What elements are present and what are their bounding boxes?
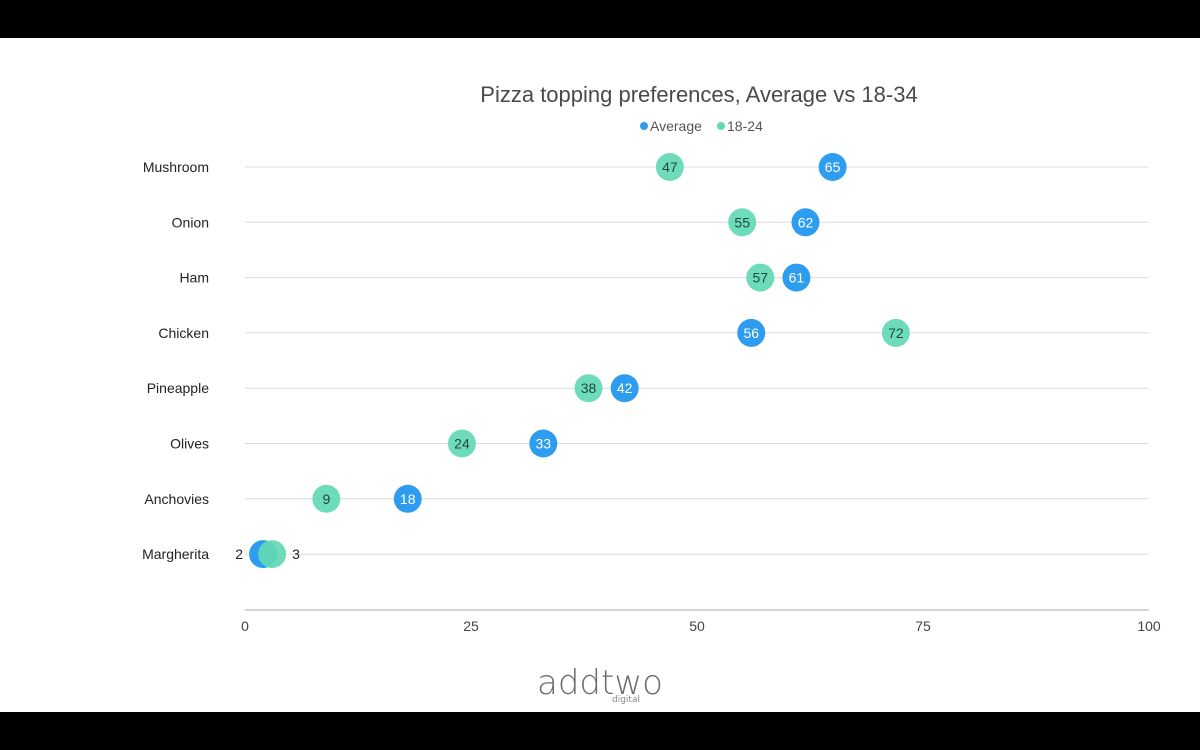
point-label-average-anchovies: 18 (400, 491, 416, 507)
chart-title: Pizza topping preferences, Average vs 18… (480, 82, 917, 107)
point-label-average-chicken: 56 (743, 325, 759, 341)
category-label: Olives (170, 436, 209, 452)
chart-frame: Pizza topping preferences, Average vs 18… (0, 38, 1200, 712)
point-label-average-ham: 61 (789, 270, 805, 286)
point-youth-margherita (258, 540, 287, 569)
category-label: Onion (172, 214, 209, 230)
legend-label-0: Average (650, 118, 702, 134)
point-average-mushroom (818, 153, 847, 181)
chart-legend: Average 18-24 (640, 118, 763, 134)
point-youth-pineapple (574, 374, 603, 403)
point-youth-olives (447, 429, 476, 458)
point-average-onion (791, 208, 820, 237)
data-points: 65 62 61 56 42 33 18 2 47 55 57 72 38 24 9 3 (235, 153, 910, 569)
x-axis: 0 25 50 75 100 (241, 609, 1161, 634)
point-youth-anchovies (312, 484, 341, 513)
point-average-olives (529, 429, 558, 458)
x-tick-label: 0 (241, 618, 249, 634)
logo-subtext: digital (612, 695, 640, 705)
point-youth-mushroom (655, 153, 684, 181)
point-label-youth-pineapple: 38 (581, 380, 597, 396)
point-youth-chicken (881, 318, 910, 347)
legend-marker-1 (717, 122, 725, 130)
category-label: Ham (179, 270, 209, 286)
point-label-average-onion: 62 (798, 214, 814, 230)
point-average-anchovies (393, 484, 422, 513)
point-label-youth-chicken: 72 (888, 325, 904, 341)
point-average-pineapple (610, 374, 639, 403)
addtwo-logo: addtwo digital (537, 663, 663, 705)
point-label-average-mushroom: 65 (825, 159, 841, 175)
point-youth-onion (728, 208, 757, 237)
category-label: Margherita (142, 546, 209, 562)
point-average-ham (782, 263, 811, 292)
point-label-average-margherita: 2 (235, 546, 243, 562)
category-label: Chicken (158, 325, 209, 341)
point-label-youth-olives: 24 (454, 436, 470, 452)
x-tick-label: 75 (915, 618, 931, 634)
category-label: Pineapple (147, 380, 209, 396)
point-youth-ham (746, 263, 775, 292)
point-label-youth-margherita: 3 (292, 546, 300, 562)
point-average-chicken (737, 318, 766, 347)
x-tick-label: 25 (463, 618, 479, 634)
category-labels: Mushroom Onion Ham Chicken Pineapple Olives An… (142, 159, 209, 562)
x-tick-label: 50 (689, 618, 705, 634)
category-label: Anchovies (144, 491, 209, 507)
x-tick-label: 100 (1137, 618, 1161, 634)
point-label-youth-anchovies: 9 (322, 491, 330, 507)
point-label-average-pineapple: 42 (617, 380, 633, 396)
point-label-youth-mushroom: 47 (662, 159, 678, 175)
legend-marker-0 (640, 122, 648, 130)
legend-label-1: 18-24 (727, 118, 763, 134)
point-label-youth-ham: 57 (752, 270, 768, 286)
dot-plot-chart: Pizza topping preferences, Average vs 18… (142, 82, 1161, 705)
logo-wordmark: addtwo (537, 663, 663, 703)
category-label: Mushroom (143, 159, 209, 175)
gridlines (245, 166, 1149, 555)
point-label-youth-onion: 55 (734, 214, 750, 230)
point-label-average-olives: 33 (536, 436, 552, 452)
